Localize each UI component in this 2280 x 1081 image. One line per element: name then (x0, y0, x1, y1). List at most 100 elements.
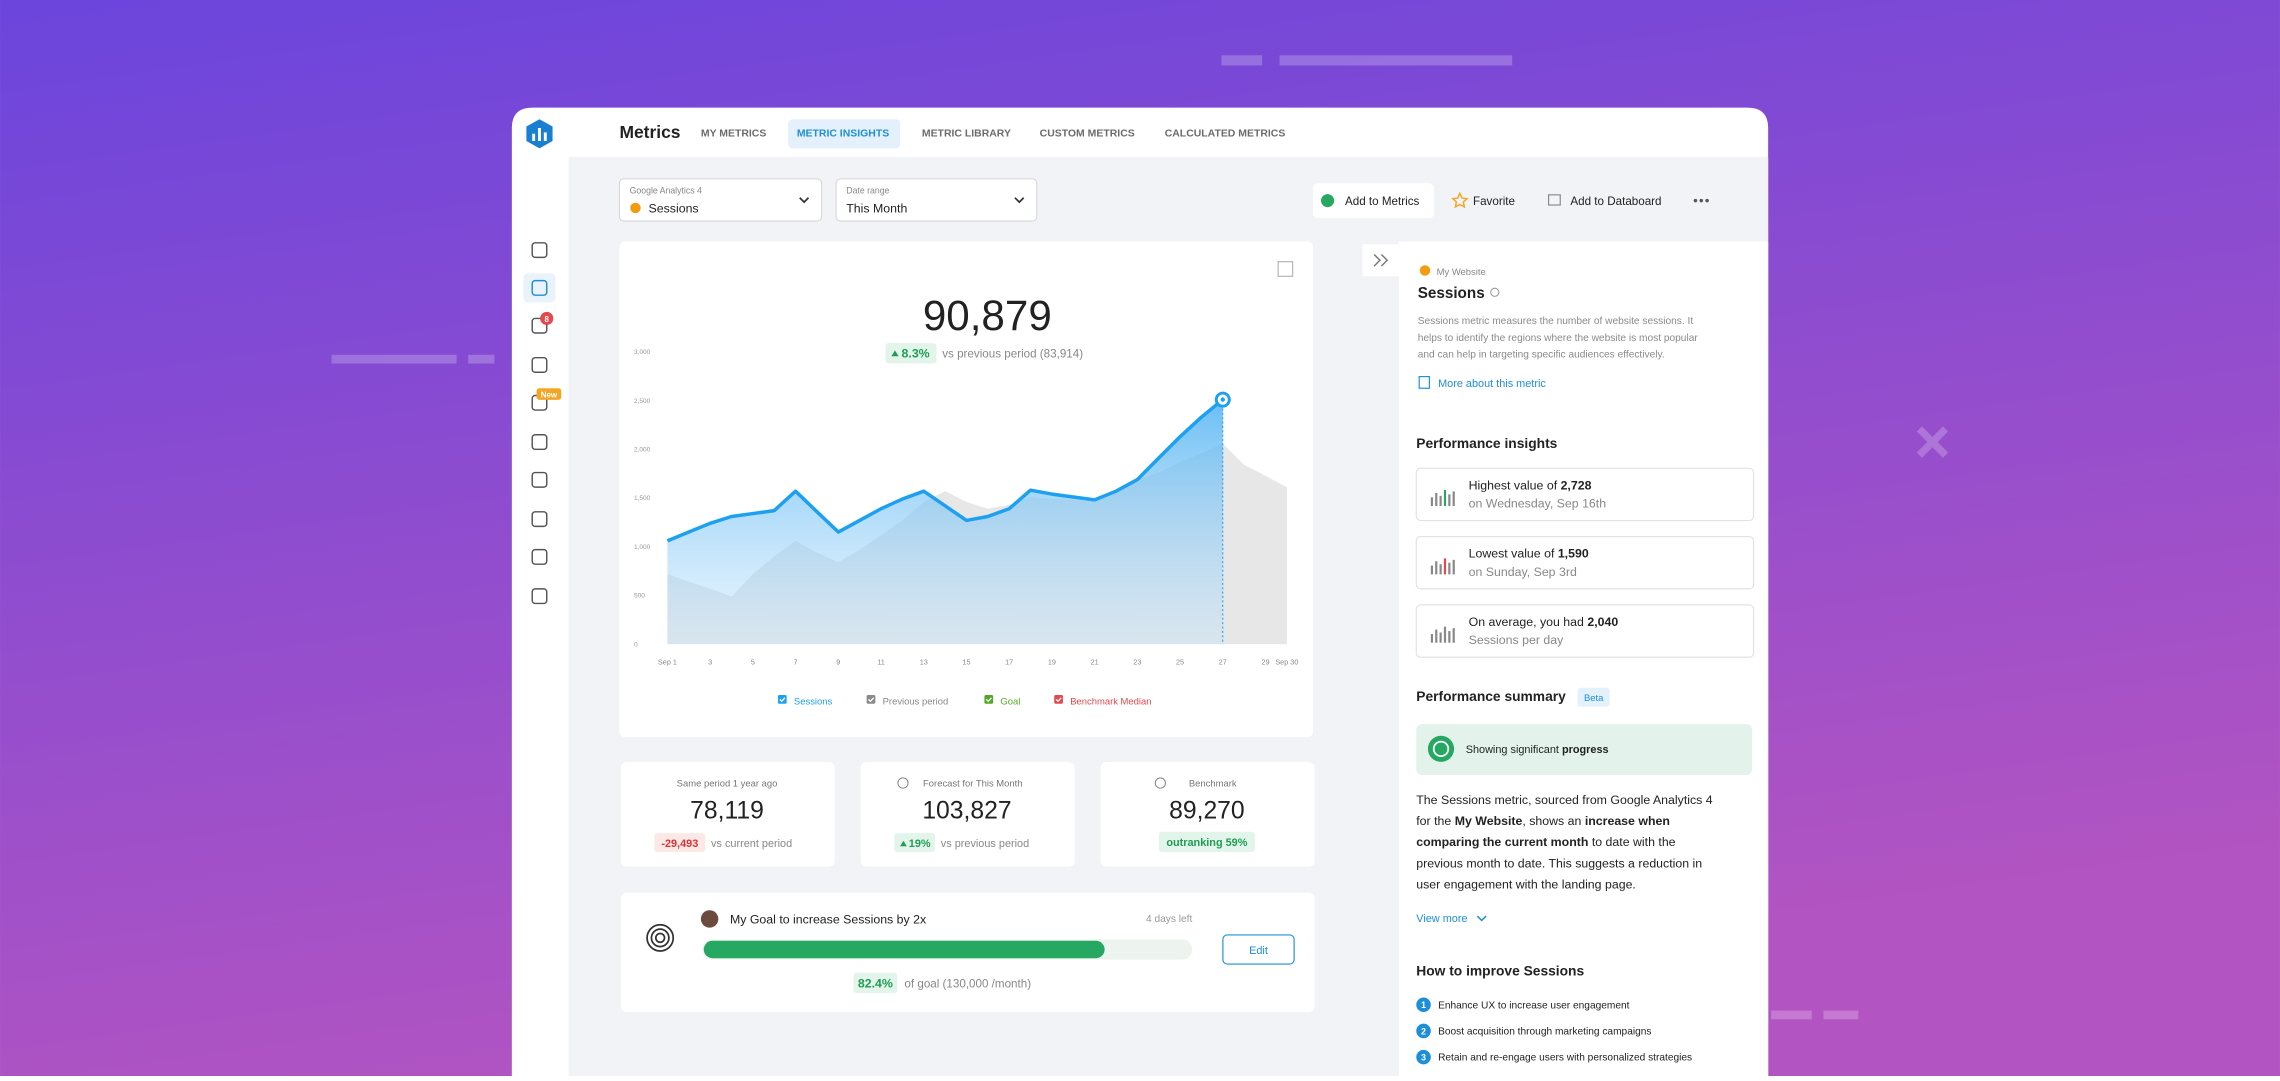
more-dot[interactable] (1693, 198, 1698, 203)
nav-tab[interactable]: METRIC INSIGHTS (797, 129, 889, 140)
insight-icon (1435, 561, 1438, 575)
text-segment: previous month to date. This suggests a … (1416, 856, 1702, 870)
stat-card (1100, 761, 1315, 867)
text-segment: 2,040 (1587, 615, 1618, 629)
nav-icon[interactable] (531, 471, 548, 488)
source-icon (1419, 265, 1431, 276)
chevron (1476, 915, 1487, 922)
goal-icon (650, 928, 670, 948)
decor (331, 55, 1949, 1020)
button-label[interactable]: Edit (1249, 945, 1268, 957)
page-title: Metrics (619, 122, 680, 142)
insight-text: Lowest value of 1,590 (1469, 547, 1589, 561)
chart-type-icon[interactable] (1277, 261, 1294, 277)
dropdown-value: This Month (846, 201, 907, 215)
change-pill (885, 343, 937, 364)
text-segment: Lowest value of (1469, 547, 1558, 561)
source-name: My Website (1437, 267, 1486, 278)
summary-text: comparing the current month to date with… (1416, 835, 1675, 849)
legend-checkbox[interactable] (866, 695, 876, 704)
databoard-icon (1548, 194, 1561, 206)
nav-icon[interactable] (531, 548, 548, 565)
text-segment: My Website (1455, 814, 1523, 828)
insight-box (1415, 467, 1755, 522)
nav-tab[interactable]: MY METRICS (701, 129, 766, 140)
nav-tab[interactable]: CUSTOM METRICS (1040, 129, 1135, 140)
side-panel (1398, 241, 1769, 1076)
line (666, 398, 1224, 543)
x-tick-label: 29 (1261, 658, 1269, 667)
text-segment: for the (1416, 814, 1454, 828)
progress-label: 82.4% (858, 976, 893, 990)
point-center (1220, 397, 1225, 402)
nav-icon[interactable] (531, 588, 548, 605)
action-label[interactable]: Favorite (1473, 195, 1515, 208)
view-more[interactable]: View more (1416, 913, 1467, 925)
stat-note: vs current period (711, 838, 792, 850)
status-icon-ring (1432, 740, 1450, 757)
stat-label: Benchmark (1189, 779, 1237, 790)
insight-icon (1452, 559, 1455, 575)
progress-bar (703, 940, 1105, 959)
nav-tab[interactable]: METRIC LIBRARY (922, 129, 1011, 140)
tip-number-bg (1416, 1049, 1431, 1065)
legend-checkbox[interactable] (777, 695, 787, 704)
more-dot[interactable] (1699, 198, 1704, 203)
check (779, 697, 786, 703)
x-tick-label: 3 (708, 658, 712, 667)
legend-checkbox[interactable] (984, 695, 994, 704)
new-label: New (541, 391, 558, 400)
nav-icon[interactable] (531, 317, 548, 334)
stat-label: Same period 1 year ago (677, 779, 778, 790)
summary-text: previous month to date. This suggests a … (1416, 856, 1702, 870)
tip-text: Enhance UX to increase user engagement (1438, 1000, 1630, 1011)
action-label[interactable]: Add to Databoard (1570, 195, 1661, 208)
dropdown[interactable] (618, 178, 823, 222)
x-tick-label: 17 (1005, 658, 1013, 667)
dropdown-label: Google Analytics 4 (630, 185, 702, 195)
legend-label[interactable]: Benchmark Median (1070, 696, 1151, 707)
add-button[interactable] (1313, 183, 1434, 219)
add-icon (1321, 194, 1335, 208)
section-title: Performance insights (1416, 435, 1557, 451)
insight-icon (1430, 633, 1433, 643)
insight-icon (1452, 628, 1455, 643)
legend-label[interactable]: Goal (1000, 696, 1020, 707)
edit-button[interactable] (1222, 934, 1295, 965)
nav-icon[interactable] (531, 242, 548, 259)
insight-icon (1439, 495, 1442, 507)
badge-label: Beta (1584, 693, 1604, 704)
summary-text: for the My Website, shows an increase wh… (1416, 814, 1670, 828)
stat-value: 89,270 (1169, 798, 1245, 825)
action-label[interactable]: Add to Metrics (1345, 195, 1419, 208)
legend-label[interactable]: Sessions (794, 696, 833, 707)
stat-delta: 19% (909, 838, 931, 850)
more-dot[interactable] (1705, 198, 1709, 203)
insight-text: On average, you had 2,040 (1469, 615, 1619, 629)
insight-box (1415, 535, 1755, 590)
y-tick-label: 0 (634, 641, 638, 648)
text-segment: , shows an (1522, 814, 1584, 828)
delta-pill (1158, 831, 1255, 853)
nav-icon[interactable] (531, 434, 548, 451)
check (985, 697, 992, 703)
x-tick-label: 25 (1176, 658, 1184, 667)
check (868, 697, 875, 703)
nav-icon[interactable] (531, 511, 548, 528)
insight-text: Highest value of 2,728 (1469, 478, 1592, 492)
nav-icon[interactable] (531, 356, 548, 373)
link[interactable]: More about this metric (1438, 378, 1546, 390)
insight-detail: on Wednesday, Sep 16th (1469, 496, 1607, 510)
text-segment: to date with the (1588, 835, 1675, 849)
insight-icon (1430, 565, 1433, 575)
nav-tab[interactable]: CALCULATED METRICS (1165, 129, 1286, 140)
nav-icon[interactable] (531, 279, 548, 296)
x-tick-label: 19 (1048, 658, 1056, 667)
dropdown[interactable] (835, 178, 1038, 222)
total-value: 90,879 (923, 292, 1052, 339)
legend-label[interactable]: Previous period (883, 696, 949, 707)
insight-icon (1443, 558, 1447, 575)
beta-badge (1577, 687, 1610, 707)
legend-checkbox[interactable] (1054, 695, 1063, 704)
y-tick-label: 3,000 (634, 349, 651, 356)
